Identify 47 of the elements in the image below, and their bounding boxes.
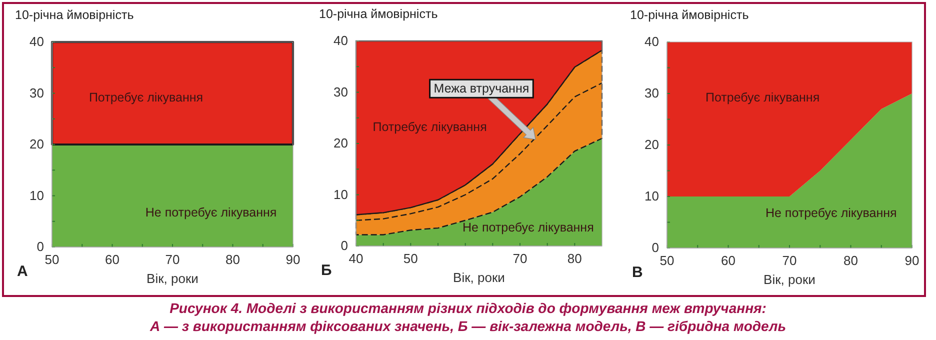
y-tick-label: 30 bbox=[644, 86, 659, 101]
x-tick-label: 80 bbox=[844, 253, 858, 268]
x-tick-label: 40 bbox=[348, 251, 364, 266]
y-tick-label: 40 bbox=[644, 34, 659, 50]
y-tick-label: 0 bbox=[652, 240, 659, 256]
x-tick-label: 60 bbox=[105, 252, 120, 268]
x-tick-label: 50 bbox=[44, 252, 60, 268]
x-tick-label: 50 bbox=[660, 253, 674, 268]
y-axis-title: 10-річна ймовірність bbox=[630, 8, 749, 22]
y-tick-label: 30 bbox=[30, 85, 44, 100]
x-axis-title: Вік, роки bbox=[764, 272, 816, 287]
x-axis-title: Вік, роки bbox=[453, 270, 505, 285]
y-tick-label: 10 bbox=[334, 186, 348, 202]
x-axis-title: Вік, роки bbox=[146, 271, 198, 286]
y-tick-label: 40 bbox=[30, 34, 44, 50]
x-tick-label: 70 bbox=[165, 252, 180, 268]
y-tick-label: 20 bbox=[644, 137, 659, 152]
series-label: Потребує лікування bbox=[88, 90, 204, 104]
y-tick-label: 0 bbox=[340, 238, 348, 254]
y-tick-label: 20 bbox=[30, 136, 44, 152]
annotation: Межа втручання bbox=[434, 82, 530, 96]
series-label: Не потребує лікування bbox=[765, 206, 897, 220]
x-tick-label: 70 bbox=[782, 253, 797, 268]
series-label: Потребує лікування bbox=[706, 90, 820, 105]
series-label: Не потребує лікування bbox=[462, 220, 594, 235]
y-tick-label: 10 bbox=[30, 188, 44, 203]
x-tick-label: 80 bbox=[226, 252, 240, 268]
x-tick-label: 90 bbox=[904, 253, 920, 268]
y-tick-label: 30 bbox=[334, 84, 348, 100]
y-tick-label: 40 bbox=[334, 33, 348, 48]
x-tick-label: 80 bbox=[567, 251, 582, 266]
text: А — з використанням фіксованих значень, Б — вік-залежна модель, В — гібридна модель bbox=[148, 318, 786, 334]
text: А bbox=[17, 263, 28, 280]
y-tick-label: 20 bbox=[334, 136, 348, 151]
x-tick-label: 70 bbox=[512, 251, 528, 266]
x-tick-label: 60 bbox=[721, 253, 736, 268]
y-tick-label: 10 bbox=[644, 188, 659, 204]
series-label: Не потребує лікування bbox=[145, 205, 277, 220]
text: Рисунок 4. Моделі з використанням різних підходів до формування меж втручання: bbox=[170, 300, 766, 316]
text: Б bbox=[321, 262, 332, 279]
x-tick-label: 50 bbox=[403, 251, 418, 266]
x-tick-label: 90 bbox=[286, 252, 300, 268]
y-axis-title: 10-річна ймовірність bbox=[319, 7, 438, 21]
y-tick-label: 0 bbox=[36, 239, 44, 254]
text: В bbox=[632, 264, 643, 281]
y-axis-title: 10-річна ймовірність bbox=[15, 8, 134, 22]
series-label: Потребує лікування bbox=[372, 120, 487, 134]
